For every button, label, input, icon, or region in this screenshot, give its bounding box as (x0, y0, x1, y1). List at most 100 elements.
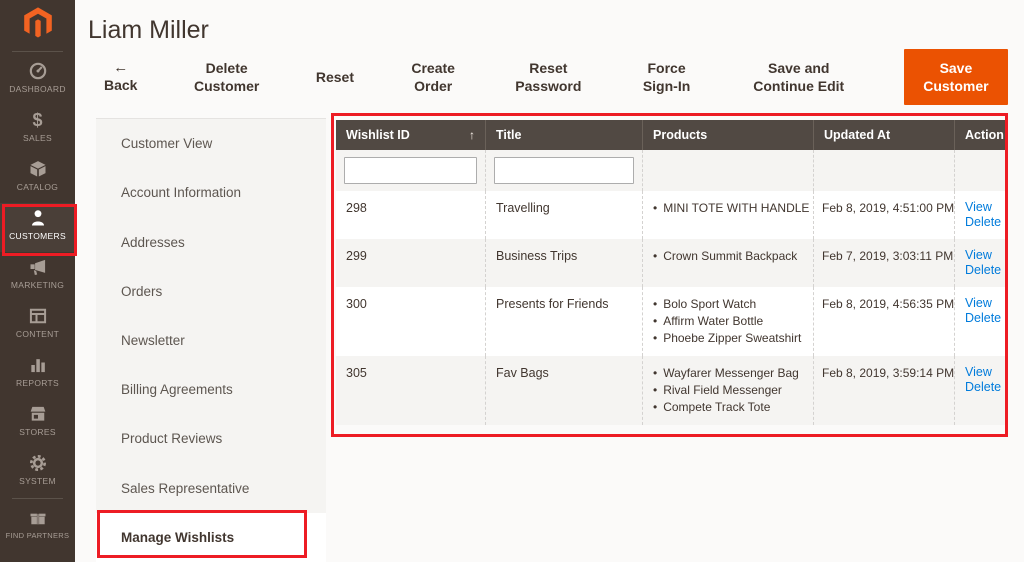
page-actions-toolbar: ← Back Delete Customer Reset Create Orde… (104, 48, 1008, 105)
delete-link[interactable]: Delete (965, 380, 1002, 394)
delete-link[interactable]: Delete (965, 311, 1002, 325)
sidebar-item-marketing[interactable]: MARKETING (0, 252, 75, 301)
updated-at-cell: Feb 8, 2019, 4:51:00 PM (813, 191, 954, 239)
sidebar-item-label: SYSTEM (19, 476, 56, 486)
title-filter-input[interactable] (494, 157, 634, 184)
reset-button[interactable]: Reset (315, 68, 354, 85)
column-header-products[interactable]: Products (642, 120, 813, 150)
reset-password-button[interactable]: Reset Password (512, 59, 584, 95)
sidebar-item-system[interactable]: SYSTEM (0, 448, 75, 497)
table-row: 300 Presents for Friends Bolo Sport Watc… (336, 287, 1005, 356)
sidebar-item-catalog[interactable]: CATALOG (0, 154, 75, 203)
grid-header-row: Wishlist ID ↑ Title Products Updated At … (336, 120, 1005, 150)
wishlist-id-cell: 300 (346, 297, 367, 311)
back-button[interactable]: ← Back (104, 58, 138, 93)
sidebar-item-label: FIND PARTNERS (5, 531, 70, 540)
tab-sales-representative[interactable]: Sales Representative (121, 480, 250, 496)
column-header-action: Action (954, 120, 1005, 150)
sidebar-item-customers[interactable]: CUSTOMERS (0, 203, 75, 252)
sidebar-item-label: STORES (19, 427, 56, 437)
find-partners-icon (28, 508, 48, 528)
tab-account-information[interactable]: Account Information (121, 185, 242, 201)
sales-icon: $ (32, 110, 43, 130)
delete-link[interactable]: Delete (965, 215, 1002, 229)
customers-icon (28, 208, 48, 228)
tab-customer-view[interactable]: Customer View (121, 136, 213, 152)
tab-addresses[interactable]: Addresses (121, 234, 185, 250)
column-header-updated-at[interactable]: Updated At (813, 120, 954, 150)
save-and-continue-edit-button[interactable]: Save and Continue Edit (749, 59, 849, 95)
sort-ascending-icon: ↑ (469, 128, 475, 142)
action-cell: View Delete (954, 191, 1005, 239)
tab-newsletter[interactable]: Newsletter (121, 332, 185, 348)
updated-at-cell: Feb 8, 2019, 4:56:35 PM (813, 287, 954, 356)
view-link[interactable]: View (965, 248, 992, 262)
grid-filter-row (336, 150, 1005, 191)
tab-billing-agreements[interactable]: Billing Agreements (121, 382, 233, 398)
products-cell: MINI TOTE WITH HANDLE (642, 191, 813, 239)
table-row: 298 Travelling MINI TOTE WITH HANDLE Feb… (336, 191, 1005, 239)
customer-tabs-nav: Customer View Account Information Addres… (96, 118, 326, 562)
sidebar-item-dashboard[interactable]: DASHBOARD (0, 56, 75, 105)
sidebar-item-label: REPORTS (15, 378, 60, 388)
view-link[interactable]: View (965, 200, 992, 214)
tab-orders[interactable]: Orders (121, 283, 163, 299)
view-link[interactable]: View (965, 365, 992, 379)
sidebar-divider (12, 51, 63, 52)
action-cell: View Delete (954, 356, 1005, 425)
reports-icon (28, 355, 48, 375)
wishlist-grid: Wishlist ID ↑ Title Products Updated At … (336, 120, 1005, 425)
save-customer-button[interactable]: Save Customer (903, 48, 1008, 105)
sidebar-item-sales[interactable]: $ SALES (0, 105, 75, 154)
products-cell: Crown Summit Backpack (642, 239, 813, 287)
sidebar-item-label: CATALOG (16, 182, 59, 192)
marketing-icon (28, 257, 48, 277)
action-cell: View Delete (954, 287, 1005, 356)
page-title: Liam Miller (88, 16, 209, 44)
sidebar-item-reports[interactable]: REPORTS (0, 350, 75, 399)
content-icon (28, 306, 48, 326)
admin-sidebar: DASHBOARD $ SALES CATALOG CUSTOMERS (0, 0, 75, 562)
column-header-title[interactable]: Title (485, 120, 642, 150)
create-order-button[interactable]: Create Order (409, 59, 457, 95)
delete-link[interactable]: Delete (965, 263, 1002, 277)
action-cell: View Delete (954, 239, 1005, 287)
sidebar-item-label: CUSTOMERS (9, 231, 66, 241)
title-cell: Presents for Friends (485, 287, 642, 356)
force-sign-in-button[interactable]: Force Sign-In (640, 59, 694, 95)
magento-logo[interactable] (0, 0, 75, 50)
wishlist-id-cell: 305 (346, 366, 367, 380)
products-cell: Bolo Sport Watch Affirm Water Bottle Pho… (642, 287, 813, 356)
table-row: 299 Business Trips Crown Summit Backpack… (336, 239, 1005, 287)
title-cell: Travelling (485, 191, 642, 239)
title-cell: Business Trips (485, 239, 642, 287)
sidebar-item-label: CONTENT (15, 329, 60, 339)
catalog-icon (28, 159, 48, 179)
system-gear-icon (28, 453, 48, 473)
tab-manage-wishlists[interactable]: Manage Wishlists (96, 512, 326, 562)
delete-customer-button[interactable]: Delete Customer (193, 59, 260, 94)
back-arrow-icon: ← (113, 58, 129, 76)
title-cell: Fav Bags (485, 356, 642, 425)
stores-icon (28, 404, 48, 424)
wishlist-id-cell: 299 (346, 249, 367, 263)
tab-product-reviews[interactable]: Product Reviews (121, 431, 223, 447)
sidebar-item-find-partners[interactable]: FIND PARTNERS (0, 503, 75, 562)
sidebar-item-label: SALES (23, 133, 52, 143)
table-row: 305 Fav Bags Wayfarer Messenger Bag Riva… (336, 356, 1005, 425)
sidebar-item-label: MARKETING (10, 280, 65, 290)
updated-at-cell: Feb 8, 2019, 3:59:14 PM (813, 356, 954, 425)
column-header-wishlist-id[interactable]: Wishlist ID ↑ (346, 128, 475, 142)
sidebar-divider (12, 498, 63, 499)
grid-body: 298 Travelling MINI TOTE WITH HANDLE Feb… (336, 191, 1005, 425)
wishlist-id-cell: 298 (346, 201, 367, 215)
wishlist-id-filter-input[interactable] (344, 157, 477, 184)
dashboard-icon (28, 61, 48, 81)
updated-at-cell: Feb 7, 2019, 3:03:11 PM (813, 239, 954, 287)
view-link[interactable]: View (965, 296, 992, 310)
sidebar-item-stores[interactable]: STORES (0, 399, 75, 448)
products-cell: Wayfarer Messenger Bag Rival Field Messe… (642, 356, 813, 425)
sidebar-item-content[interactable]: CONTENT (0, 301, 75, 350)
magento-logo-icon (20, 5, 56, 46)
sidebar-item-label: DASHBOARD (9, 84, 66, 94)
